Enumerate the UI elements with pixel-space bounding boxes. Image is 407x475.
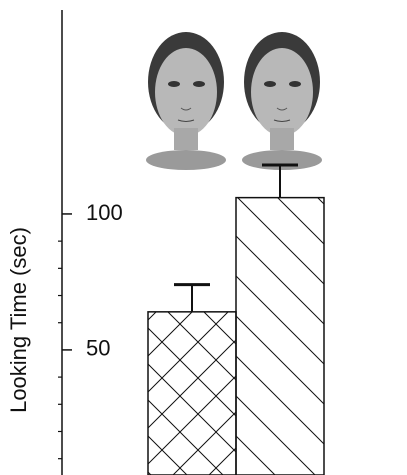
y-axis-label: Looking Time (sec): [6, 227, 31, 413]
y-tick-label: 100: [86, 200, 123, 225]
face-left: [146, 32, 226, 170]
bar: [235, 196, 325, 475]
y-tick-label: 50: [86, 336, 110, 361]
bar: [147, 311, 237, 475]
face-right: [242, 32, 322, 170]
